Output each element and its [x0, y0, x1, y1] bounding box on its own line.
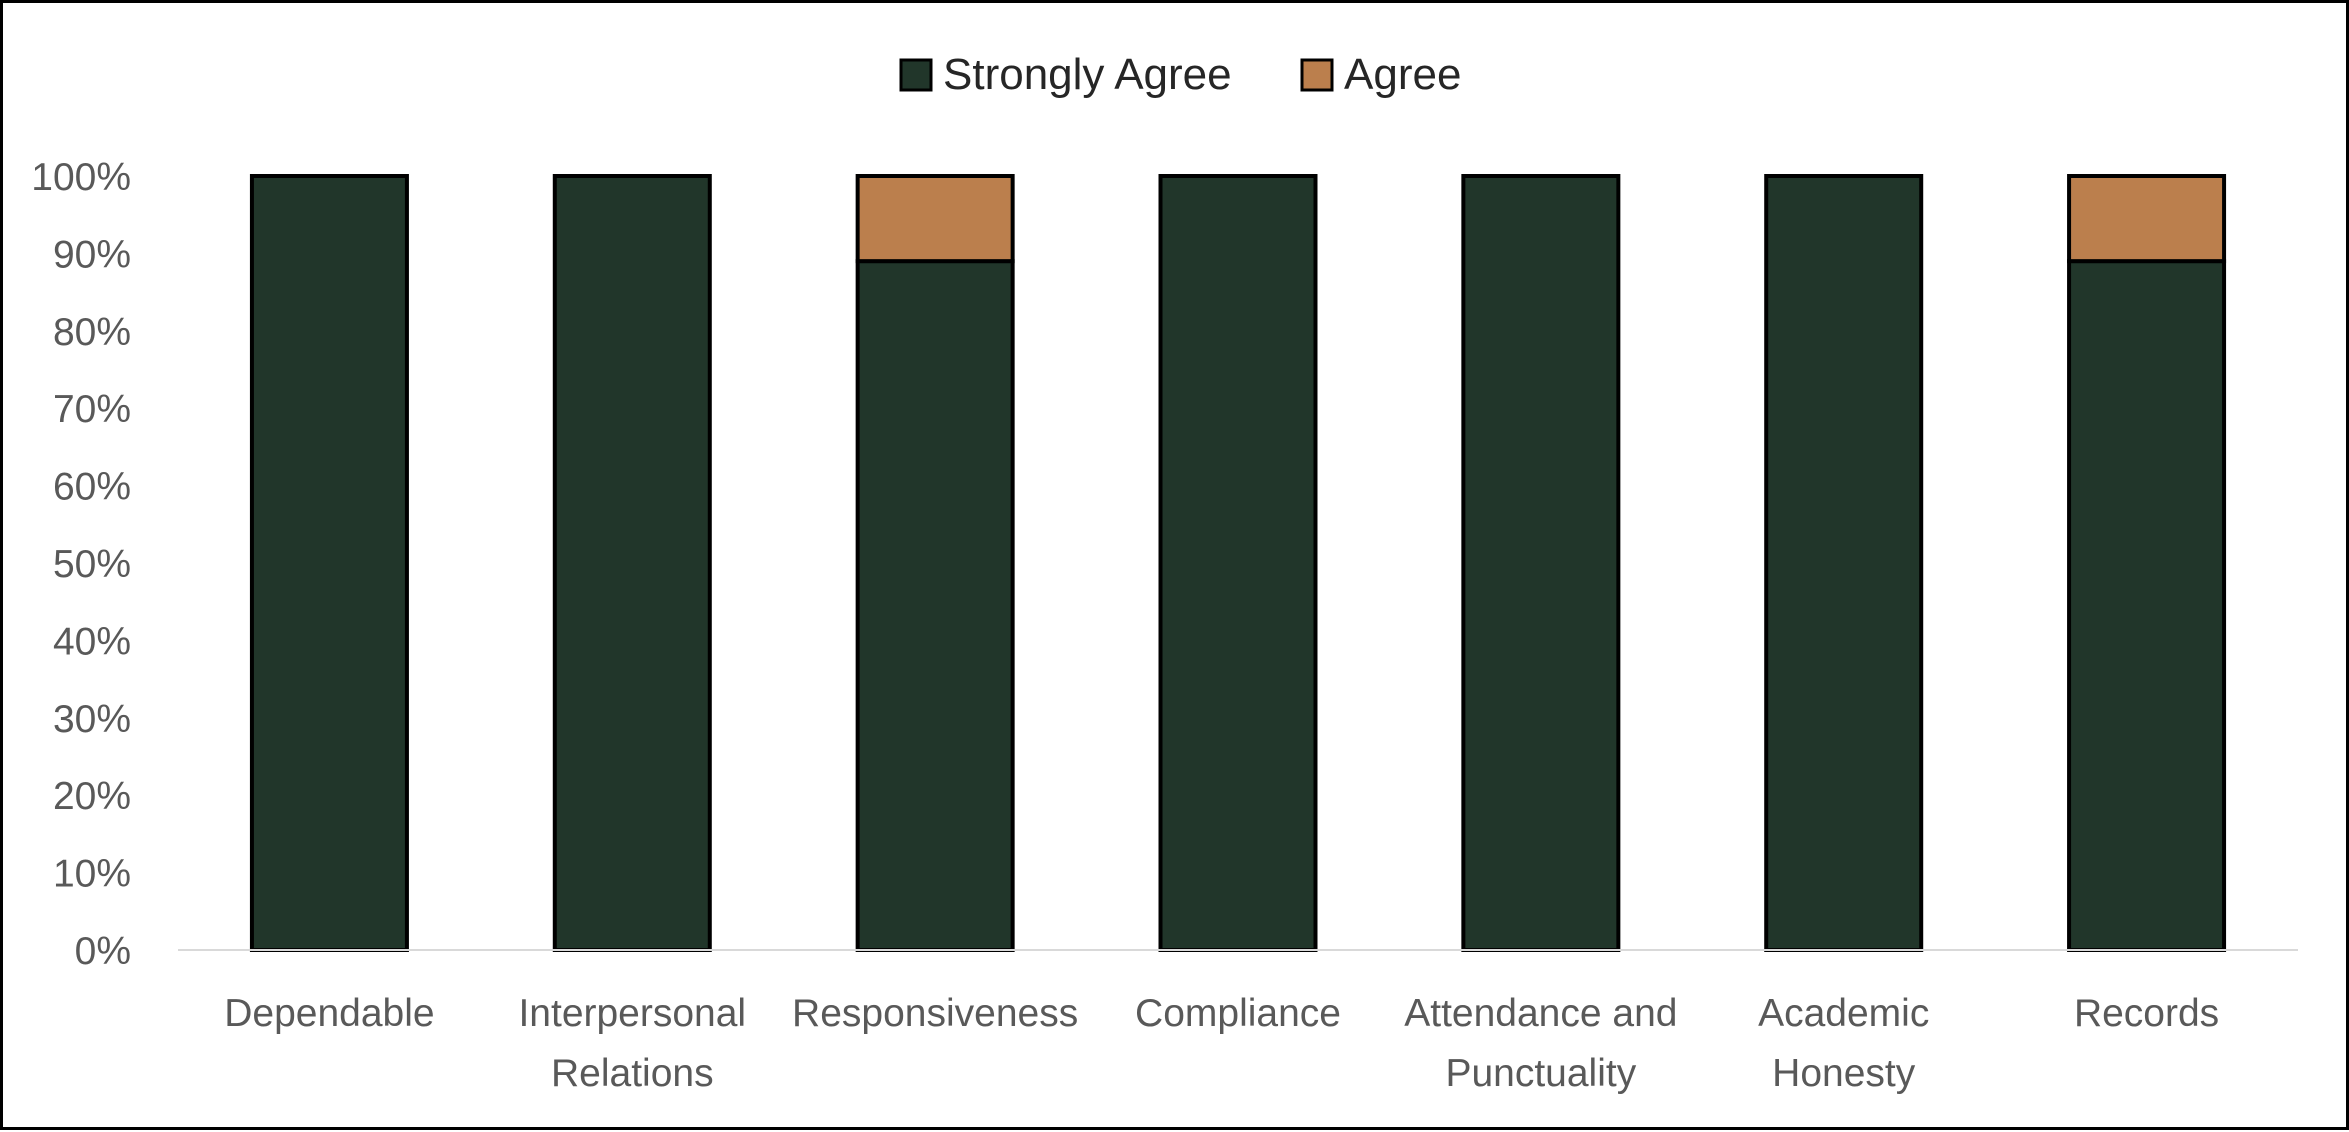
- x-category-label: Interpersonal: [518, 992, 746, 1035]
- y-tick-label: 0%: [75, 930, 131, 973]
- bar-segment-strongly-agree: [249, 174, 409, 952]
- x-category-label: Academic: [1758, 992, 1929, 1035]
- legend-swatch: [899, 58, 933, 92]
- bar-segment-agree: [855, 174, 1015, 264]
- y-tick-label: 80%: [53, 311, 131, 354]
- bar-segment-strongly-agree: [552, 174, 712, 952]
- y-tick-label: 50%: [53, 543, 131, 586]
- y-tick-label: 90%: [53, 233, 131, 276]
- chart-legend: Strongly Agree Agree: [899, 50, 1461, 99]
- legend-swatch: [1300, 58, 1334, 92]
- x-category-label: Compliance: [1135, 992, 1341, 1035]
- y-tick-label: 10%: [53, 853, 131, 896]
- x-category-label: Records: [2074, 992, 2219, 1035]
- y-tick-label: 40%: [53, 620, 131, 663]
- legend-label: Agree: [1344, 50, 1461, 99]
- bar-segment-agree: [2067, 174, 2227, 264]
- bar-segment-strongly-agree: [1461, 174, 1621, 952]
- legend-label: Strongly Agree: [943, 50, 1232, 99]
- stacked-bar-chart: Strongly Agree Agree 0% 10% 20% 30% 40% 50% 60%…: [31, 50, 2298, 1095]
- bar-segment-strongly-agree: [1764, 174, 1924, 952]
- x-category-label: Attendance and: [1404, 992, 1677, 1035]
- bar-segment-strongly-agree: [1158, 174, 1318, 952]
- bar-segment-strongly-agree: [2067, 259, 2227, 952]
- x-category-label: Relations: [551, 1052, 714, 1095]
- x-category-label: Punctuality: [1445, 1052, 1636, 1095]
- y-tick-label: 30%: [53, 698, 131, 741]
- y-tick-label: 100%: [31, 156, 131, 199]
- x-category-label: Honesty: [1772, 1052, 1916, 1095]
- y-axis: 0% 10% 20% 30% 40% 50% 60% 70% 80% 90% 100%: [31, 156, 131, 973]
- bar-segment-strongly-agree: [855, 259, 1015, 952]
- y-tick-label: 70%: [53, 388, 131, 431]
- x-axis: Dependable Interpersonal Relations Responsi…: [224, 992, 2219, 1095]
- x-category-label: Dependable: [224, 992, 434, 1035]
- x-category-label: Responsiveness: [792, 992, 1078, 1035]
- y-tick-label: 20%: [53, 775, 131, 818]
- y-tick-label: 60%: [53, 466, 131, 509]
- bars: [249, 174, 2227, 952]
